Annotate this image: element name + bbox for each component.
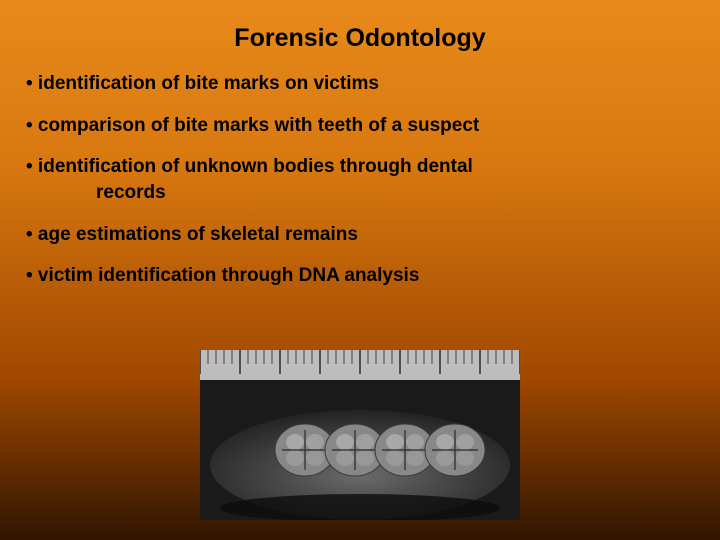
- bullet-item: • identification of unknown bodies throu…: [26, 154, 700, 205]
- dental-svg: [200, 350, 520, 520]
- dental-figure: [200, 350, 520, 520]
- bullet-continuation: records: [26, 180, 700, 206]
- bullet-item: • comparison of bite marks with teeth of…: [26, 113, 700, 139]
- slide: Forensic Odontology • identification of …: [0, 0, 720, 540]
- bullet-item: • age estimations of skeletal remains: [26, 222, 700, 248]
- bullet-text: • identification of unknown bodies throu…: [26, 156, 473, 177]
- bullet-item: • identification of bite marks on victim…: [26, 71, 700, 97]
- slide-title: Forensic Odontology: [0, 0, 720, 71]
- bullet-item: • victim identification through DNA anal…: [26, 263, 700, 289]
- bullet-list: • identification of bite marks on victim…: [0, 71, 720, 289]
